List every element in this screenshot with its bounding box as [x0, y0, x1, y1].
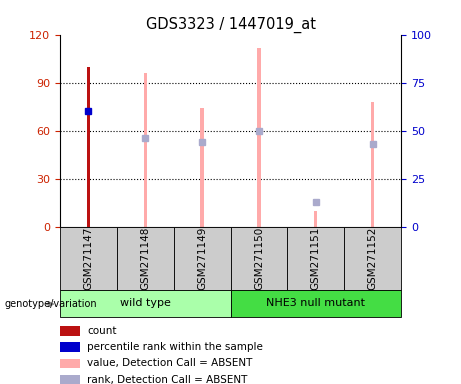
Bar — [60, 290, 230, 317]
Bar — [87, 66, 90, 227]
Text: GSM271152: GSM271152 — [367, 227, 378, 290]
Bar — [60, 342, 79, 352]
Text: GSM271149: GSM271149 — [197, 227, 207, 290]
Bar — [60, 227, 117, 290]
Bar — [60, 375, 79, 384]
Bar — [117, 227, 174, 290]
Bar — [287, 227, 344, 290]
Text: GSM271151: GSM271151 — [311, 227, 321, 290]
Bar — [201, 108, 204, 227]
Bar — [314, 211, 318, 227]
Text: percentile rank within the sample: percentile rank within the sample — [88, 342, 263, 352]
Text: GSM271147: GSM271147 — [83, 227, 94, 290]
Bar — [143, 73, 147, 227]
Text: count: count — [88, 326, 117, 336]
Text: genotype/variation: genotype/variation — [5, 299, 97, 309]
Text: GSM271150: GSM271150 — [254, 227, 264, 290]
Text: NHE3 null mutant: NHE3 null mutant — [266, 298, 365, 308]
Bar — [60, 326, 79, 336]
Bar — [344, 227, 401, 290]
Bar — [174, 227, 230, 290]
Text: value, Detection Call = ABSENT: value, Detection Call = ABSENT — [88, 358, 253, 368]
Text: GSM271148: GSM271148 — [140, 227, 150, 290]
Bar — [257, 48, 260, 227]
Bar — [230, 290, 401, 317]
Bar — [371, 102, 374, 227]
Text: rank, Detection Call = ABSENT: rank, Detection Call = ABSENT — [88, 375, 248, 384]
Bar — [60, 359, 79, 368]
Text: GDS3323 / 1447019_at: GDS3323 / 1447019_at — [146, 17, 315, 33]
Text: wild type: wild type — [120, 298, 171, 308]
Bar — [230, 227, 287, 290]
